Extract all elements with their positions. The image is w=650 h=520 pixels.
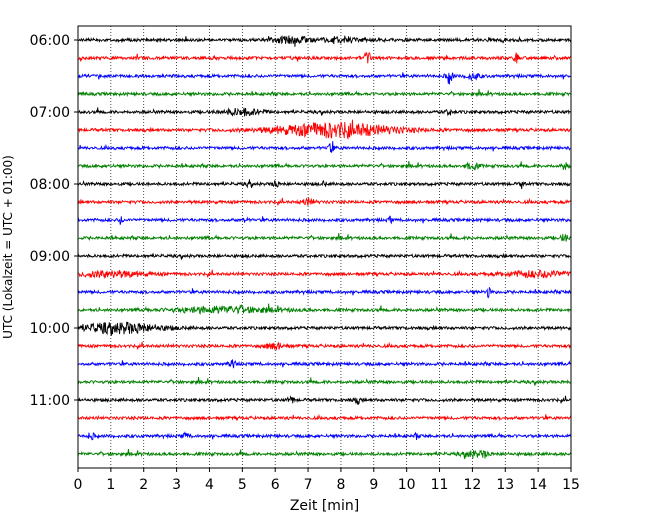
y-tick-label: 10:00 (30, 321, 70, 337)
x-tick-label: 13 (496, 477, 514, 493)
y-tick-label: 06:00 (30, 33, 70, 49)
x-tick-label: 4 (205, 477, 214, 493)
trace-0715 (77, 119, 572, 140)
seismic-traces (77, 35, 572, 460)
trace-0730 (77, 141, 572, 153)
x-tick-label: 12 (463, 477, 481, 493)
trace-0700 (77, 107, 572, 117)
trace-0800 (77, 179, 572, 190)
trace-0900 (77, 252, 572, 260)
trace-0845 (77, 233, 572, 242)
x-tick-label: 2 (139, 477, 148, 493)
trace-0615 (77, 51, 572, 64)
trace-1115 (77, 413, 572, 422)
trace-1045 (77, 377, 572, 386)
x-tick-label: 3 (172, 477, 181, 493)
y-tick-label: 11:00 (30, 393, 70, 409)
trace-0915 (77, 269, 572, 279)
y-axis-label: UTC (Lokalzeit = UTC + 01:00) (1, 155, 15, 339)
x-tick-label: 9 (369, 477, 378, 493)
x-axis-ticks: 0 1 2 3 4 5 6 7 8 9 10 11 12 13 14 15 (74, 468, 580, 493)
trace-0645 (77, 89, 572, 98)
x-tick-label: 5 (238, 477, 247, 493)
y-tick-label: 09:00 (30, 249, 70, 265)
trace-1015 (77, 341, 572, 351)
trace-0600 (77, 35, 572, 47)
x-axis-label: Zeit [min] (290, 498, 359, 514)
x-tick-label: 7 (304, 477, 313, 493)
trace-0815 (77, 197, 572, 206)
trace-0930 (77, 287, 572, 299)
trace-1145 (77, 449, 572, 460)
x-tick-label: 1 (106, 477, 115, 493)
x-tick-label: 0 (74, 477, 83, 493)
trace-1000 (77, 321, 572, 336)
trace-1030 (77, 359, 572, 369)
x-tick-label: 11 (431, 477, 449, 493)
trace-0630 (77, 72, 572, 85)
y-tick-label: 07:00 (30, 105, 70, 121)
x-tick-label: 14 (529, 477, 547, 493)
x-tick-label: 6 (271, 477, 280, 493)
trace-1100 (77, 395, 572, 406)
trace-1130 (77, 431, 572, 441)
plot-frame (77, 25, 572, 469)
trace-0745 (77, 161, 572, 171)
x-tick-label: 10 (398, 477, 416, 493)
x-tick-label: 8 (336, 477, 345, 493)
trace-0830 (77, 215, 572, 225)
x-tick-label: 15 (562, 477, 580, 493)
trace-0945 (77, 303, 572, 315)
y-axis-ticks: 06:00 07:00 08:00 09:00 10:00 11:00 (30, 33, 78, 409)
y-tick-label: 08:00 (30, 177, 70, 193)
